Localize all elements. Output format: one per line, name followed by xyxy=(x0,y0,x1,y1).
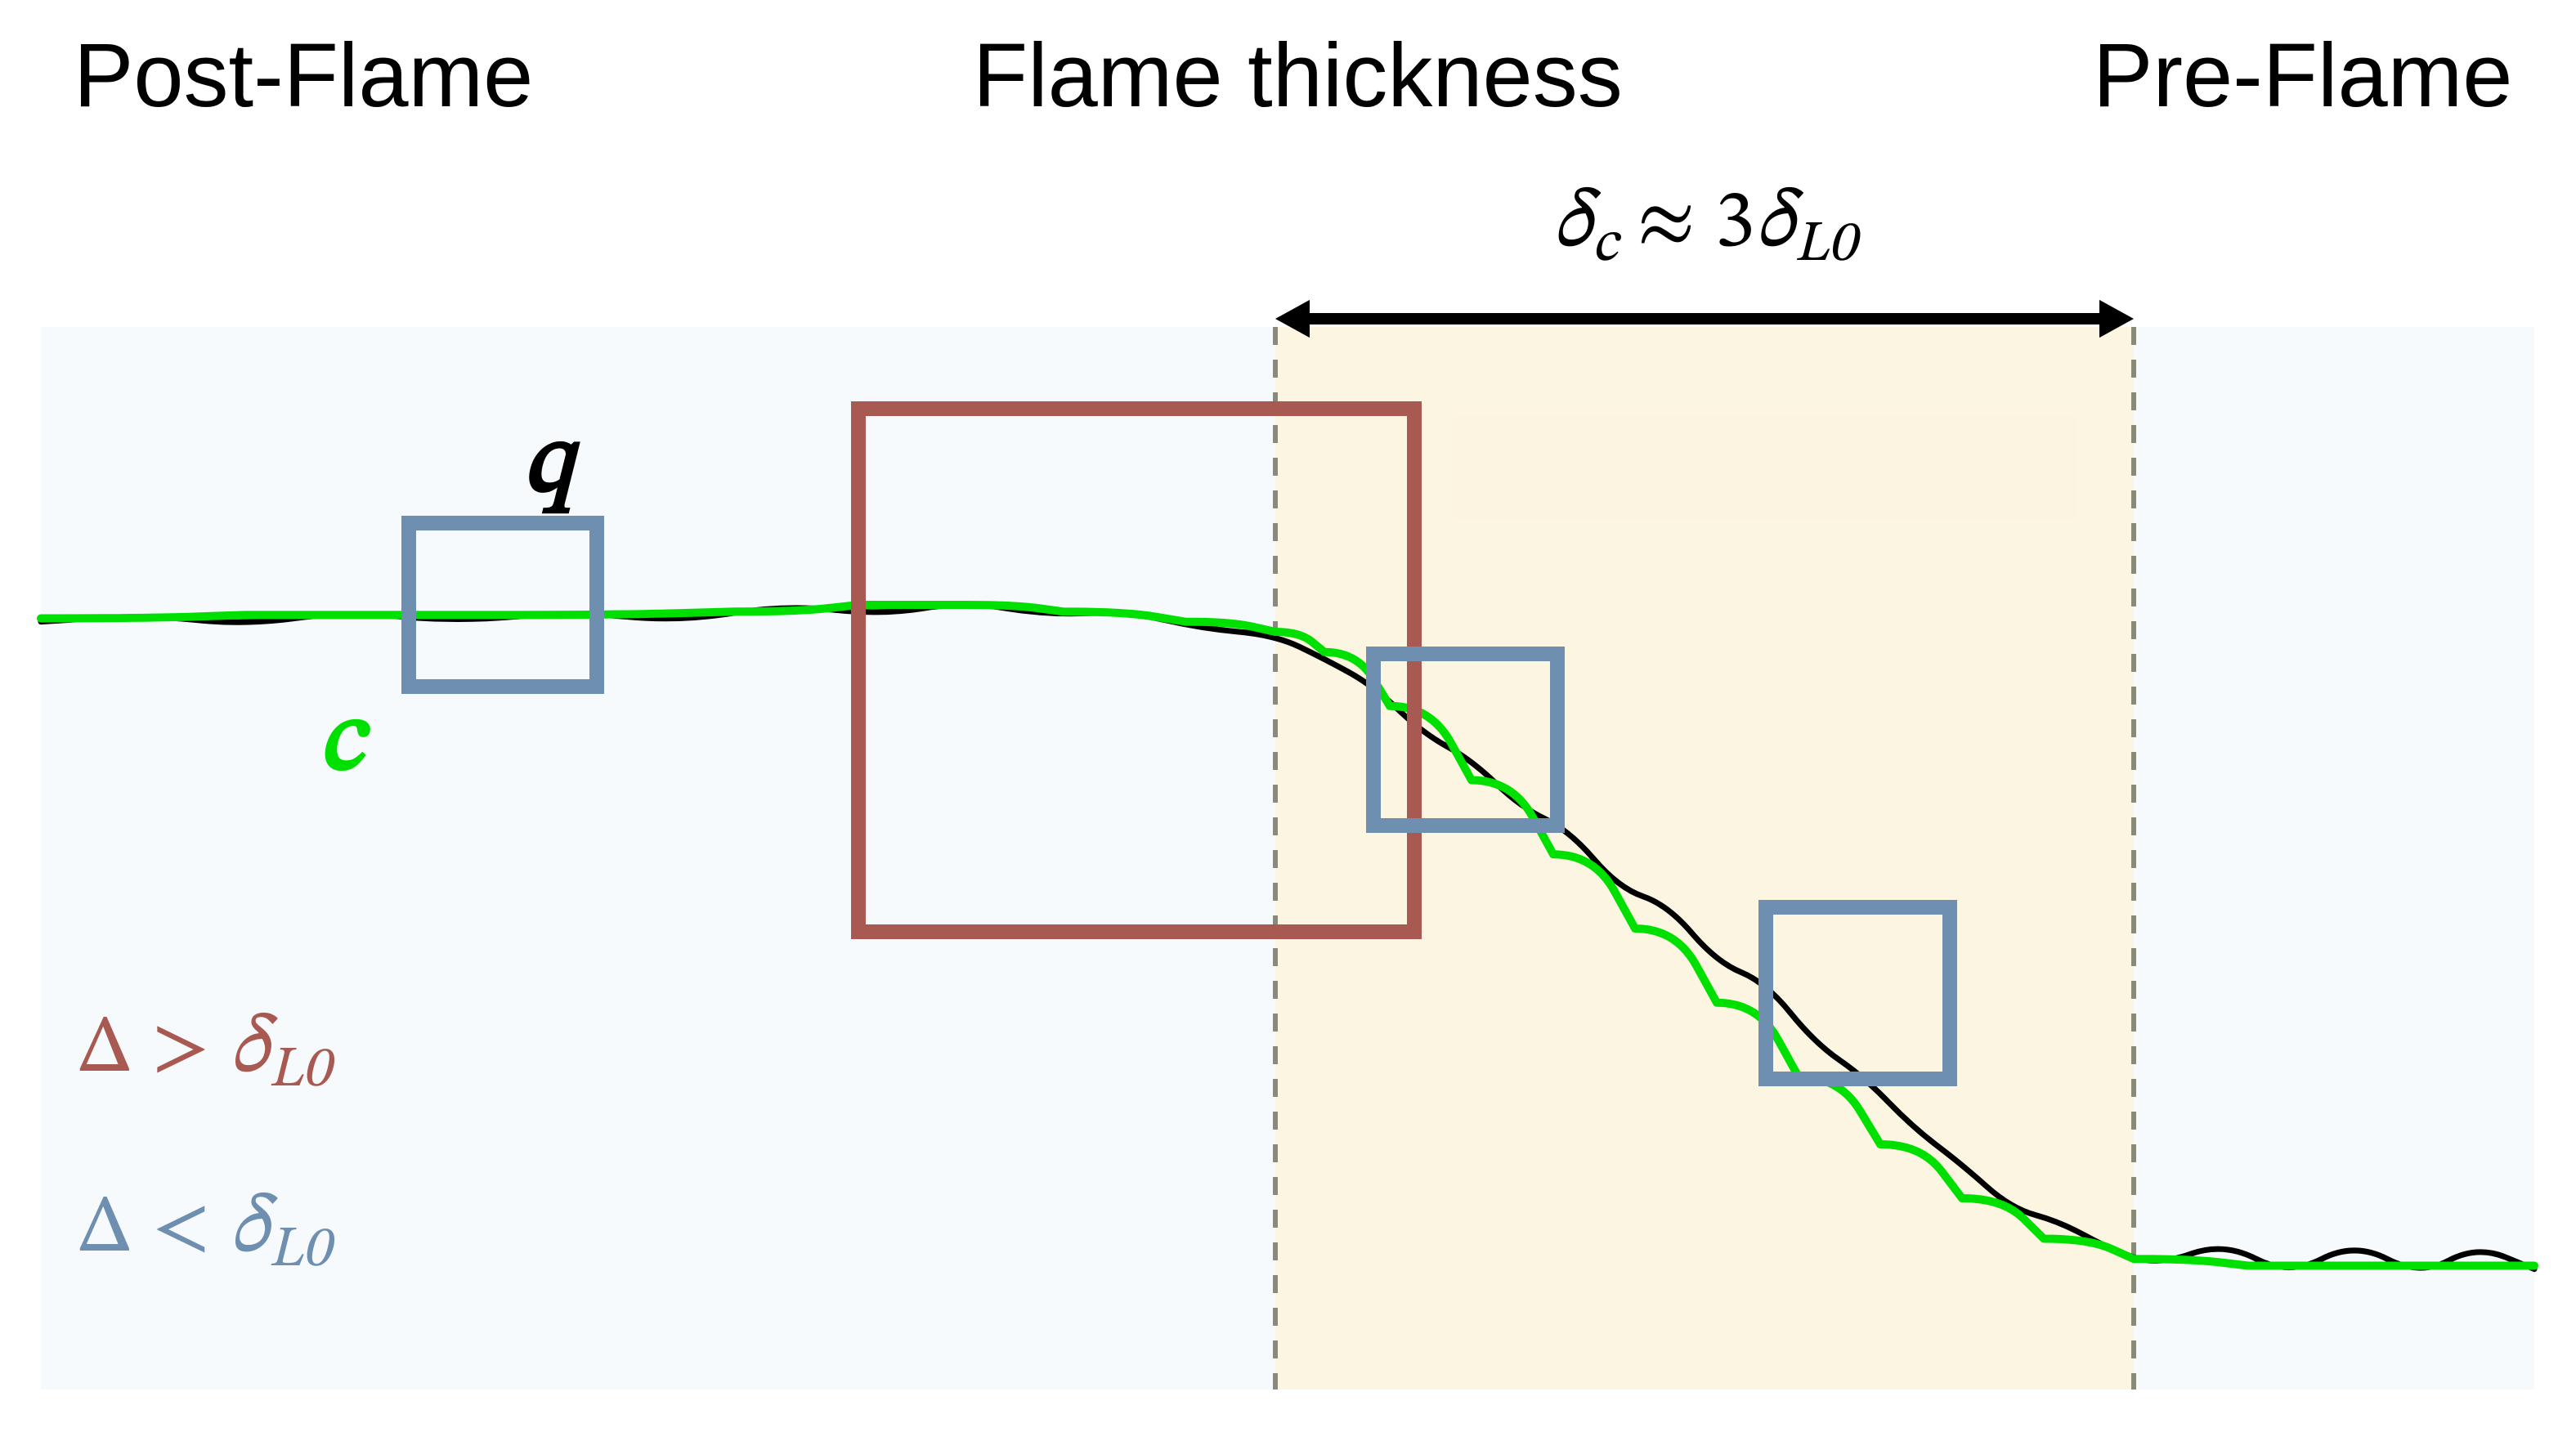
flame-region xyxy=(1275,327,2134,1390)
diagram-canvas: Post-FlameFlame thicknessPre-Flameδc ≈ 3… xyxy=(0,0,2576,1441)
heading-pre-flame: Pre-Flame xyxy=(2093,25,2512,126)
symbol-q: q xyxy=(523,416,580,514)
heading-post-flame: Post-Flame xyxy=(74,25,533,126)
diagram-svg: Post-FlameFlame thicknessPre-Flameδc ≈ 3… xyxy=(0,0,2576,1441)
heading-flame-thick: Flame thickness xyxy=(973,25,1623,126)
